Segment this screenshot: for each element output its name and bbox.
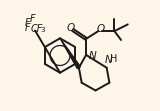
Text: F: F bbox=[25, 23, 31, 33]
Text: F: F bbox=[25, 18, 31, 28]
Text: O: O bbox=[66, 23, 74, 33]
Text: H: H bbox=[110, 54, 117, 64]
Text: N: N bbox=[89, 51, 97, 60]
Polygon shape bbox=[60, 38, 80, 69]
Text: O: O bbox=[97, 24, 105, 34]
Text: 3: 3 bbox=[40, 27, 45, 33]
Text: F: F bbox=[29, 14, 35, 24]
Text: CF: CF bbox=[31, 24, 44, 34]
Text: N: N bbox=[105, 55, 113, 65]
